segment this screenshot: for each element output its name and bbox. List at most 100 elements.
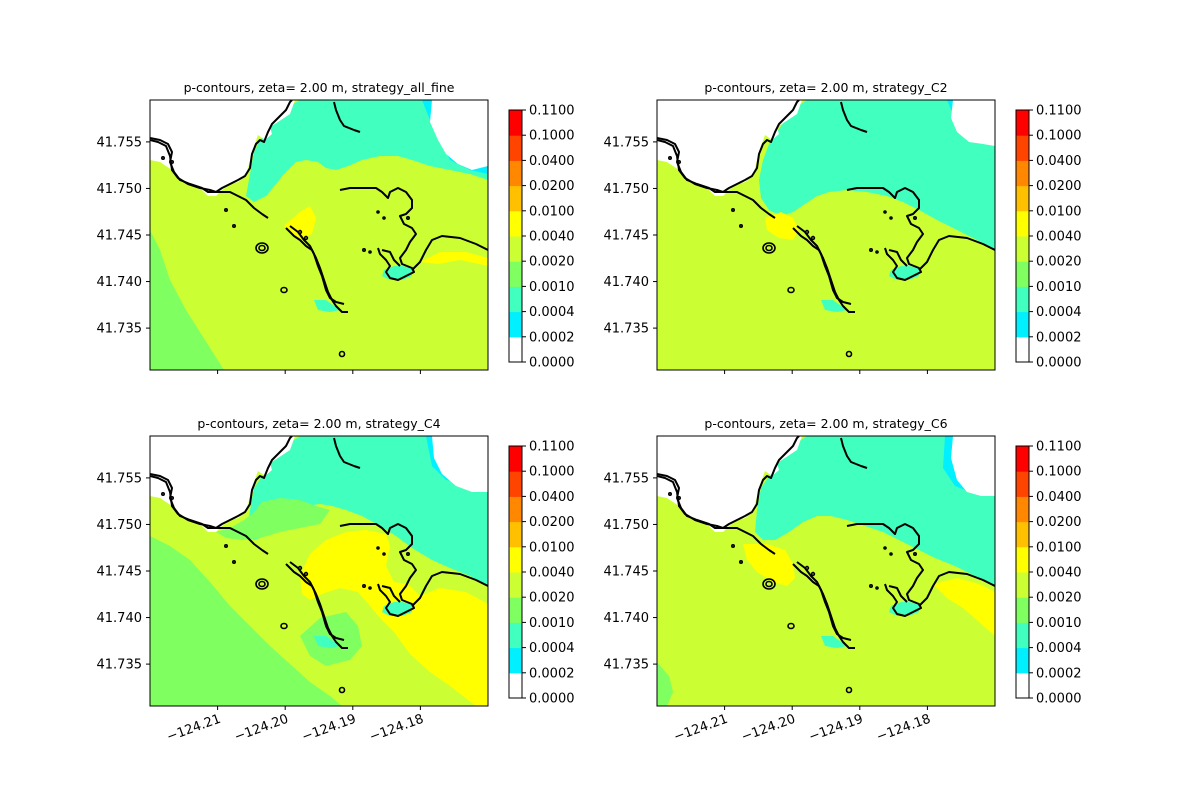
land-region xyxy=(150,436,295,532)
colorbar: 0.0000 0.0002 0.0004 0.0010 0.0020 0.0040 0.01… xyxy=(1015,104,1082,371)
coastline xyxy=(792,563,855,649)
colorbar-tick-label: 0.1000 xyxy=(1036,465,1082,480)
colorbar-segment xyxy=(1016,572,1029,598)
colorbar-segment xyxy=(1016,521,1029,548)
coastline xyxy=(333,101,361,133)
contour-region xyxy=(765,212,799,240)
colorbar-tick-label: 0.0004 xyxy=(529,641,575,656)
island-outline xyxy=(382,552,386,556)
colorbar-segment xyxy=(509,160,522,187)
island-outline xyxy=(875,586,879,590)
island-outline xyxy=(676,159,681,164)
coastline xyxy=(796,561,852,641)
land-region xyxy=(951,100,995,146)
colorbar-segment xyxy=(509,185,522,212)
island-outline xyxy=(739,560,744,565)
y-tick-label: 41.745 xyxy=(604,229,650,244)
island-outline xyxy=(731,208,736,213)
colorbar-tick-label: 0.0020 xyxy=(1036,255,1082,270)
colorbar-tick-label: 0.0020 xyxy=(529,255,575,270)
island-outline xyxy=(255,578,269,590)
colorbar-tick-label: 0.0040 xyxy=(1036,566,1082,581)
coastline xyxy=(381,249,401,267)
land-region xyxy=(951,436,995,496)
panel-title: p-contours, zeta= 2.00 m, strategy_C2 xyxy=(704,80,947,95)
colorbar-segment xyxy=(1016,311,1029,338)
coastline xyxy=(918,235,995,271)
island-outline xyxy=(255,242,269,254)
contour-region xyxy=(657,662,673,706)
island-outline xyxy=(303,235,309,241)
land-region xyxy=(430,100,488,170)
colorbar-segment xyxy=(1016,622,1029,649)
contour-region xyxy=(821,636,847,648)
coastline xyxy=(796,225,852,305)
island-outline xyxy=(338,686,346,694)
island-outline xyxy=(169,495,174,500)
coastline xyxy=(333,437,361,469)
y-tick-label: 41.735 xyxy=(604,322,650,337)
colorbar-tick-label: 0.0040 xyxy=(1036,230,1082,245)
colorbar-tick-label: 0.1100 xyxy=(529,440,575,455)
land-region xyxy=(150,100,295,196)
coastline xyxy=(840,101,868,133)
coastline xyxy=(918,571,995,607)
y-tick-label: 41.755 xyxy=(604,471,650,486)
panel-title: p-contours, zeta= 2.00 m, strategy_C6 xyxy=(704,416,947,431)
island-outline xyxy=(869,248,874,253)
colorbar-segment xyxy=(509,336,522,363)
colorbar-segment xyxy=(1016,471,1029,497)
island-outline xyxy=(382,216,386,220)
colorbar-tick-label: 0.0000 xyxy=(529,356,575,371)
panel-title: p-contours, zeta= 2.00 m, strategy_all_f… xyxy=(184,80,455,95)
contour-region xyxy=(300,612,362,666)
colorbar-tick-label: 0.0002 xyxy=(1036,330,1082,345)
y-tick-label: 41.735 xyxy=(97,322,143,337)
contour-region xyxy=(284,206,316,240)
island-outline xyxy=(804,565,810,571)
contour-region xyxy=(743,544,795,586)
colorbar-segment xyxy=(1016,236,1029,262)
contour-region xyxy=(246,436,488,586)
island-outline xyxy=(765,580,773,588)
plot-area xyxy=(657,100,995,370)
contour-region xyxy=(216,498,330,540)
colorbar-tick-label: 0.0020 xyxy=(529,591,575,606)
contour-region xyxy=(755,436,995,586)
colorbar: 0.0000 0.0002 0.0004 0.0010 0.0020 0.0040 0.01… xyxy=(508,104,575,371)
colorbar-segment xyxy=(509,446,522,472)
colorbar-segment xyxy=(1016,446,1029,472)
coastline xyxy=(339,187,417,281)
plot-area xyxy=(657,436,995,706)
colorbar-tick-label: 0.0000 xyxy=(1036,692,1082,707)
contour-panel: p-contours, zeta= 2.00 m, strategy_C4 41.… xyxy=(97,416,575,745)
y-tick-label: 41.750 xyxy=(604,518,650,533)
colorbar-segment xyxy=(509,597,522,623)
contour-region xyxy=(314,636,340,648)
island-outline xyxy=(739,224,744,229)
island-outline xyxy=(875,250,879,254)
coastline xyxy=(150,139,269,219)
island-outline xyxy=(368,586,372,590)
colorbar-tick-label: 0.0400 xyxy=(529,490,575,505)
y-tick-label: 41.735 xyxy=(604,658,650,673)
colorbar-tick-label: 0.0002 xyxy=(529,666,575,681)
colorbar-tick-label: 0.0010 xyxy=(1036,280,1082,295)
y-tick-label: 41.755 xyxy=(97,471,143,486)
colorbar-segment xyxy=(1016,135,1029,161)
colorbar-segment xyxy=(1016,647,1029,674)
island-outline xyxy=(883,546,887,550)
island-outline xyxy=(224,544,229,549)
colorbar-tick-label: 0.0020 xyxy=(1036,591,1082,606)
contour-region xyxy=(300,530,488,706)
colorbar-tick-label: 0.0400 xyxy=(1036,154,1082,169)
island-outline xyxy=(912,216,917,221)
colorbar-segment xyxy=(509,110,522,136)
colorbar-tick-label: 0.0100 xyxy=(529,204,575,219)
y-tick-label: 41.740 xyxy=(604,611,650,626)
island-outline xyxy=(280,286,288,294)
coastline xyxy=(888,249,908,267)
colorbar-tick-label: 0.0100 xyxy=(529,540,575,555)
island-outline xyxy=(762,242,776,254)
y-tick-label: 41.750 xyxy=(97,182,143,197)
